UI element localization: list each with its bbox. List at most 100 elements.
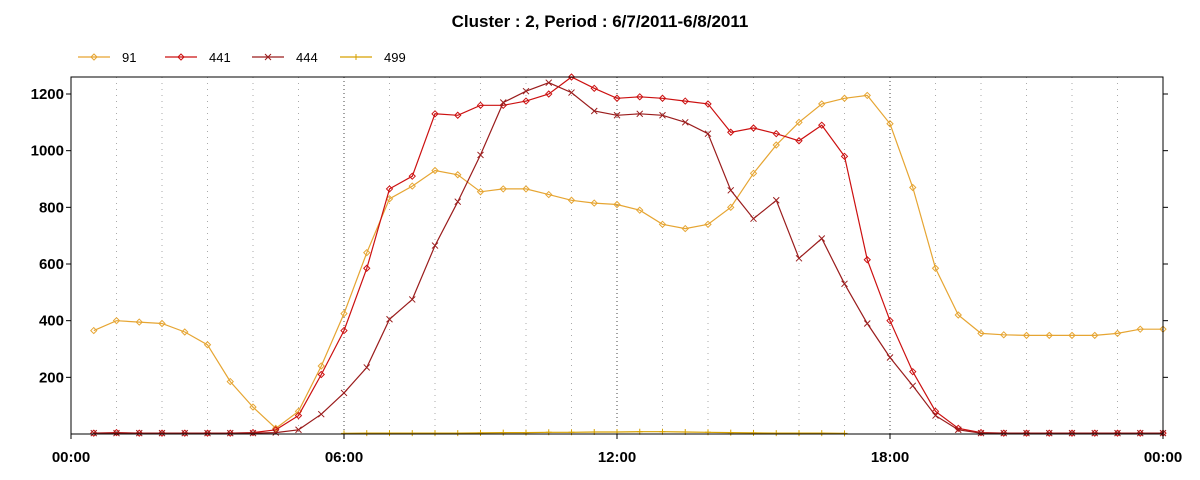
data-point bbox=[500, 429, 507, 436]
data-point bbox=[1000, 331, 1008, 339]
data-point bbox=[681, 224, 689, 233]
data-point bbox=[135, 429, 143, 437]
data-point bbox=[1091, 429, 1099, 437]
legend-label: 91 bbox=[122, 50, 136, 65]
data-point bbox=[158, 429, 166, 437]
data-point bbox=[135, 318, 143, 326]
series-layer bbox=[90, 73, 1167, 437]
data-point bbox=[841, 280, 848, 288]
x-tick-label: 00:00 bbox=[1144, 449, 1182, 466]
data-point bbox=[796, 430, 802, 437]
data-point bbox=[772, 129, 780, 138]
data-point bbox=[476, 188, 485, 196]
data-point bbox=[590, 84, 598, 93]
data-point bbox=[158, 429, 166, 437]
data-point bbox=[522, 97, 530, 105]
data-point bbox=[681, 118, 689, 126]
data-point bbox=[432, 430, 438, 437]
data-point bbox=[931, 264, 940, 272]
data-point bbox=[772, 141, 780, 149]
data-point bbox=[454, 198, 462, 206]
data-point bbox=[523, 429, 529, 436]
x-tick-label: 06:00 bbox=[325, 449, 363, 466]
data-point bbox=[750, 429, 757, 436]
data-point bbox=[408, 296, 416, 303]
data-point bbox=[727, 203, 735, 212]
data-point bbox=[772, 196, 780, 204]
data-point bbox=[90, 53, 98, 61]
y-tick-label: 200 bbox=[39, 369, 64, 386]
data-point bbox=[204, 429, 211, 437]
data-point bbox=[353, 54, 359, 60]
series-444 bbox=[90, 79, 1167, 437]
series-line bbox=[93, 82, 1163, 434]
y-tick-label: 400 bbox=[39, 313, 64, 330]
data-point bbox=[750, 215, 757, 223]
y-tick-label: 800 bbox=[39, 199, 64, 216]
data-point bbox=[954, 311, 962, 319]
data-point bbox=[863, 320, 871, 327]
data-point bbox=[340, 389, 348, 397]
data-point bbox=[590, 199, 598, 207]
chart-grid bbox=[116, 77, 1118, 434]
data-point bbox=[840, 152, 849, 161]
data-point bbox=[317, 362, 325, 370]
data-point bbox=[1000, 429, 1008, 437]
data-point bbox=[1000, 429, 1008, 437]
data-point bbox=[909, 367, 917, 376]
data-point bbox=[477, 151, 484, 159]
data-point bbox=[636, 206, 644, 214]
data-point bbox=[704, 220, 712, 229]
data-point bbox=[931, 407, 940, 416]
series-line bbox=[93, 76, 1163, 434]
data-point bbox=[795, 254, 803, 262]
series-499 bbox=[341, 428, 848, 437]
series-441 bbox=[90, 73, 1167, 437]
data-point bbox=[590, 107, 598, 115]
plot-frame bbox=[70, 76, 1164, 435]
data-point bbox=[454, 171, 462, 179]
legend-item: 441 bbox=[165, 50, 231, 65]
data-point bbox=[363, 248, 371, 257]
data-point bbox=[264, 53, 272, 61]
data-point bbox=[727, 186, 735, 194]
data-point bbox=[340, 309, 348, 318]
data-point bbox=[386, 315, 393, 323]
data-point bbox=[408, 172, 416, 180]
data-point bbox=[226, 377, 234, 386]
data-point bbox=[1068, 429, 1076, 437]
data-point bbox=[226, 429, 234, 437]
data-point bbox=[568, 89, 575, 96]
data-point bbox=[181, 429, 189, 437]
data-point bbox=[272, 424, 280, 433]
data-point bbox=[363, 430, 370, 437]
data-point bbox=[90, 429, 98, 437]
data-point bbox=[1045, 429, 1053, 437]
data-point bbox=[1091, 331, 1099, 340]
data-point bbox=[177, 53, 185, 61]
data-point bbox=[158, 319, 166, 328]
data-point bbox=[636, 110, 644, 118]
data-point bbox=[90, 429, 98, 437]
data-point bbox=[1113, 329, 1122, 338]
data-point bbox=[112, 316, 121, 325]
data-point bbox=[431, 166, 439, 175]
data-point bbox=[613, 94, 621, 102]
data-point bbox=[135, 429, 143, 437]
data-point bbox=[932, 412, 939, 419]
y-tick-label: 600 bbox=[39, 256, 64, 273]
data-point bbox=[181, 429, 189, 437]
data-point bbox=[385, 185, 394, 193]
data-point bbox=[909, 183, 917, 192]
x-tick-label: 12:00 bbox=[598, 449, 636, 466]
data-point bbox=[226, 429, 234, 437]
data-point bbox=[317, 370, 325, 379]
data-point bbox=[545, 190, 553, 199]
data-point bbox=[294, 411, 303, 420]
data-point bbox=[454, 430, 461, 437]
data-point bbox=[977, 329, 985, 338]
data-point bbox=[704, 130, 712, 138]
data-point bbox=[522, 87, 530, 95]
data-point bbox=[1022, 429, 1031, 437]
